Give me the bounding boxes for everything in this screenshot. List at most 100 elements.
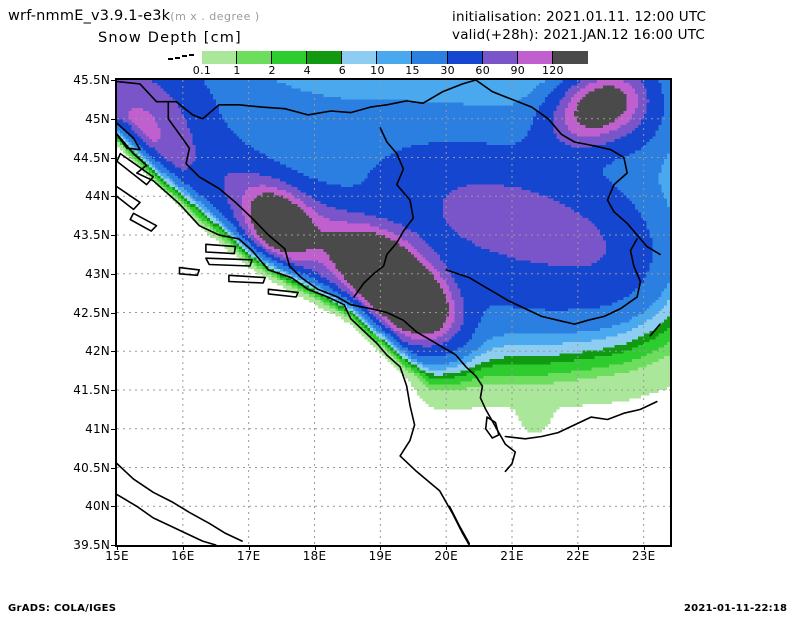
colorbar-dash-3 — [189, 53, 194, 56]
island-korcula — [228, 274, 266, 284]
x-axis-tick — [643, 545, 645, 550]
x-axis-tick — [380, 545, 382, 550]
y-axis-label-41N: 41N — [85, 421, 110, 436]
y-axis-tick — [111, 428, 116, 430]
y-axis-tick — [111, 80, 116, 81]
colorbar-tick-0.1: 0.1 — [192, 64, 212, 77]
snow-band-30 — [117, 80, 665, 357]
colorbar-swatches — [202, 51, 588, 64]
x-axis-label-17E: 17E — [236, 549, 261, 563]
colorbar-swatch-2 — [272, 51, 308, 64]
lake-ohrid-prespa — [484, 416, 500, 439]
x-axis-label-16E: 16E — [171, 549, 195, 563]
x-axis-label-21E: 21E — [500, 549, 524, 563]
y-axis-tick — [111, 390, 116, 391]
y-axis-label-44.5N: 44.5N — [73, 150, 110, 165]
island-mljet — [267, 288, 299, 298]
colorbar-tick-4: 4 — [303, 64, 311, 77]
y-axis-tick — [111, 545, 116, 546]
colorbar-swatch-15 — [412, 51, 448, 64]
x-axis-label-19E: 19E — [368, 549, 393, 563]
colorbar-swatch-60 — [482, 51, 518, 64]
island-kornati — [129, 212, 158, 232]
colorbar-swatch-90 — [517, 51, 553, 64]
x-axis-label-23E: 23E — [631, 549, 656, 563]
colorbar-tick-90: 90 — [510, 64, 526, 77]
y-axis-label-44N: 44N — [85, 189, 110, 204]
colorbar-tick-10: 10 — [370, 64, 385, 77]
colorbar-tick-labels: 0.1 1 2 4 6 10 15 30 60 90 120 — [168, 64, 588, 77]
snow-band-2 — [117, 139, 670, 385]
border-bosnia-serbia-east — [353, 127, 415, 298]
colorbar-swatch-4 — [307, 51, 343, 64]
x-axis-tick — [446, 545, 448, 550]
island-krk-cres — [117, 122, 141, 151]
initialisation-label: initialisation: 2021.01.11. 12:00 UTC — [452, 9, 707, 25]
adriatic-coast-istria-dalmatia — [117, 133, 470, 545]
colorbar-swatch-10 — [377, 51, 413, 64]
colorbar-tick-2: 2 — [268, 64, 276, 77]
valid-time-label: valid(+28h): 2021.JAN.12 16:00 UTC — [452, 27, 705, 43]
y-axis-label-41.5N: 41.5N — [73, 383, 110, 397]
snow-band-1 — [125, 150, 670, 390]
x-axis-tick — [248, 545, 250, 550]
island-dugi-otok — [117, 185, 141, 211]
colorbar-tick-15: 15 — [405, 64, 420, 77]
colorbar-legend: 0.1 1 2 4 6 10 15 30 60 90 120 — [168, 51, 588, 77]
colorbar-dash-0 — [168, 58, 173, 60]
grads-credit: GrADS: COLA/IGES — [8, 603, 117, 614]
y-axis-label-42N: 42N — [85, 344, 110, 359]
border-macedonia-greece-south — [504, 400, 658, 440]
island-pag — [117, 152, 154, 186]
island-vis — [178, 266, 201, 277]
page-title: Snow Depth [cm] — [98, 30, 242, 46]
snow-band-120 — [250, 85, 627, 334]
colorbar-tick-1: 1 — [233, 64, 241, 77]
x-axis-tick — [512, 545, 513, 550]
y-axis-tick — [111, 351, 116, 353]
colorbar-dash-2 — [182, 55, 187, 58]
island-brac — [205, 243, 237, 255]
border-montenegro-albania — [349, 303, 517, 473]
colorbar-tick-60: 60 — [475, 64, 491, 77]
y-axis-tick — [111, 467, 116, 469]
greek-coast-west — [448, 505, 470, 545]
colorbar-trace-dashes — [168, 51, 200, 64]
y-axis-tick — [111, 273, 116, 275]
colorbar-tick-6: 6 — [338, 64, 347, 77]
y-axis-label-43.5N: 43.5N — [73, 228, 110, 242]
colorbar-swatch-0.1 — [202, 51, 238, 64]
y-axis-tick — [111, 235, 116, 236]
snow-depth-contour-map — [117, 80, 670, 545]
colorbar-dash-1 — [175, 56, 180, 59]
y-axis-label-42.5N: 42.5N — [73, 305, 110, 320]
x-axis-label-18E: 18E — [302, 549, 327, 563]
y-axis-label-45.5N: 45.5N — [73, 73, 110, 87]
island-hvar — [205, 257, 253, 267]
x-axis-tick — [314, 545, 316, 550]
border-bosnia-croatia-west — [167, 102, 352, 306]
model-title: wrf-nmmE_v3.9.1-e3k(m x . degree ) — [8, 8, 260, 24]
colorbar-tick-120: 120 — [541, 64, 564, 77]
colorbar-swatch-120 — [552, 51, 588, 64]
render-timestamp: 2021-01-11-22:18 — [684, 603, 788, 614]
snow-band-60 — [117, 80, 650, 348]
border-croatia-slovenia-hungary — [117, 80, 477, 120]
y-axis-label-43N: 43N — [85, 266, 110, 281]
y-axis-label-40N: 40N — [85, 499, 110, 514]
y-axis-tick — [111, 312, 116, 314]
units-note-text: (m x . degree ) — [170, 10, 260, 23]
colorbar-swatch-1 — [237, 51, 273, 64]
y-axis-tick — [111, 118, 116, 120]
border-bulgaria-serbia-south — [629, 238, 642, 298]
y-axis-label-45N: 45N — [85, 111, 110, 126]
border-kosovo-macedonia-serbia — [445, 269, 638, 325]
border-serbia-romania-bulgaria — [475, 80, 661, 256]
snow-band-15 — [117, 80, 670, 365]
x-axis-tick — [182, 545, 184, 550]
x-axis-label-22E: 22E — [566, 549, 590, 563]
run-info-block: initialisation: 2021.01.11. 12:00 UTC va… — [452, 8, 706, 44]
colorbar-swatch-6 — [342, 51, 378, 64]
map-plot-area[interactable] — [115, 78, 672, 547]
x-axis-tick — [577, 545, 579, 550]
